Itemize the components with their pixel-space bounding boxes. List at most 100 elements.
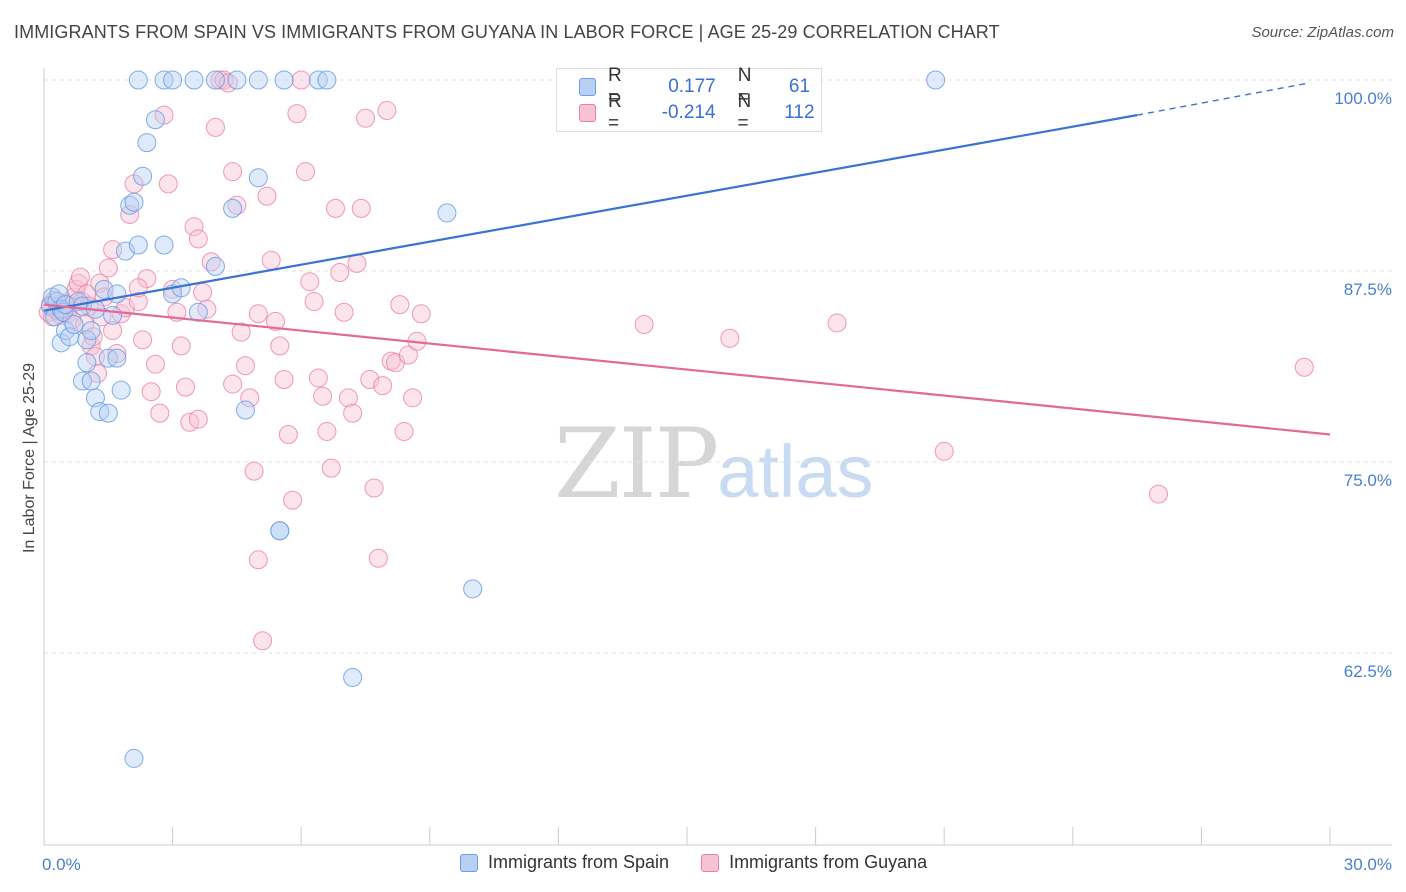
legend-swatch-spain [579,78,596,96]
watermark: ZIPatlas [554,408,874,520]
guyana-point-83 [338,388,358,408]
guyana-point-75 [304,292,324,312]
watermark-atlas: atlas [717,430,874,513]
guyana-point-72 [291,70,311,90]
legend-bottom-swatch-spain [460,853,478,872]
guyana-point-40 [154,105,174,125]
y-axis-label: In Labor Force | Age 25-29 [21,363,38,553]
guyana-point-95 [390,295,410,315]
guyana-point-29 [107,344,127,364]
spain-point-51 [223,198,243,218]
guyana-point-79 [321,458,341,478]
spain-point-54 [270,521,290,541]
legend-row-spain: R = 0.177 N = 61 [579,65,821,108]
y-tick-label-3: 100.0% [1334,89,1392,108]
spain-point-33 [133,166,153,186]
spain-point-58 [343,667,363,687]
legend-guyana-n-value: 112 [784,102,815,123]
guyana-point-81 [330,263,350,283]
guyana-point-110 [223,374,243,394]
guyana-point-101 [634,314,654,334]
guyana-point-103 [827,313,847,333]
guyana-point-106 [1294,357,1314,377]
guyana-point-37 [141,382,161,402]
guyana-point-82 [334,302,354,322]
guyana-point-90 [368,548,388,568]
legend-guyana-r-value: -0.214 [661,102,716,123]
guyana-point-58 [231,322,251,342]
guyana-point-59 [235,356,255,376]
guyana-trend-line [43,303,1331,436]
guyana-point-47 [184,217,204,237]
guyana-point-74 [300,272,320,292]
spain-point-32 [128,235,148,255]
spain-point-23 [94,279,114,299]
spain-trend-extension [1136,82,1309,116]
spain-point-24 [103,305,123,325]
guyana-point-71 [287,104,307,124]
y-tick-label-1: 75.0% [1344,471,1392,490]
spain-point-57 [463,579,483,599]
guyana-point-65 [261,250,281,270]
legend-row-guyana: R = -0.214 N = 112 [579,91,821,134]
watermark-zip: ZIP [554,408,719,520]
spain-point-43 [227,70,247,90]
spain-trend-line [43,114,1138,312]
spain-point-19 [81,371,101,391]
guyana-point-77 [313,386,333,406]
guyana-point-27 [98,258,118,278]
spain-point-60 [926,70,946,90]
guyana-point-45 [175,377,195,397]
legend-spain-n-label: N = [737,65,752,108]
guyana-point-34 [128,292,148,312]
chart-title: IMMIGRANTS FROM SPAIN VS IMMIGRANTS FROM… [14,22,1000,42]
guyana-point-68 [274,369,294,389]
spain-point-34 [137,133,157,153]
guyana-point-91 [373,376,393,396]
legend-label-spain: Immigrants from Spain [488,852,670,872]
spain-point-22 [98,403,118,423]
guyana-point-69 [278,424,298,444]
guyana-point-38 [145,354,165,374]
spain-point-15 [81,321,101,341]
guyana-point-63 [253,631,273,651]
spain-point-36 [154,235,174,255]
guyana-point-78 [317,421,337,441]
guyana-point-98 [403,388,423,408]
guyana-point-87 [356,108,375,128]
spain-point-55 [235,400,255,420]
series-legend: Immigrants from Spain Immigrants from Gu… [460,852,927,873]
spain-point-31 [124,192,144,212]
axes [43,68,1392,846]
spain-point-44 [248,70,268,90]
series-guyana [38,70,1314,651]
trend-lines [43,82,1331,436]
legend-item-spain: Immigrants from Spain [460,852,669,873]
guyana-point-109 [103,321,123,341]
spain-point-41 [184,70,204,90]
spain-point-45 [274,70,294,90]
guyana-point-15 [70,267,90,287]
guyana-point-84 [343,403,363,423]
guyana-point-76 [308,368,328,388]
guyana-point-44 [171,336,191,356]
legend-spain-r-label: R = [607,65,622,108]
guyana-point-86 [351,198,371,218]
x-tick-label-0: 0.0% [42,855,81,874]
guyana-point-96 [394,421,414,441]
legend-guyana-n-label: N = [737,91,752,134]
guyana-point-64 [257,186,277,206]
guyana-point-41 [158,174,178,194]
guyana-point-92 [377,101,397,121]
guyana-point-66 [265,311,285,331]
guyana-point-104 [934,441,954,461]
guyana-point-67 [270,336,290,356]
spain-point-42 [205,70,225,90]
spain-point-40 [163,70,183,90]
guyana-point-89 [364,478,384,498]
legend-item-guyana: Immigrants from Guyana [701,852,927,873]
spain-point-35 [145,110,165,130]
y-tick-label-2: 87.5% [1344,280,1392,299]
guyana-point-107 [188,409,208,429]
spain-point-11 [64,314,84,334]
